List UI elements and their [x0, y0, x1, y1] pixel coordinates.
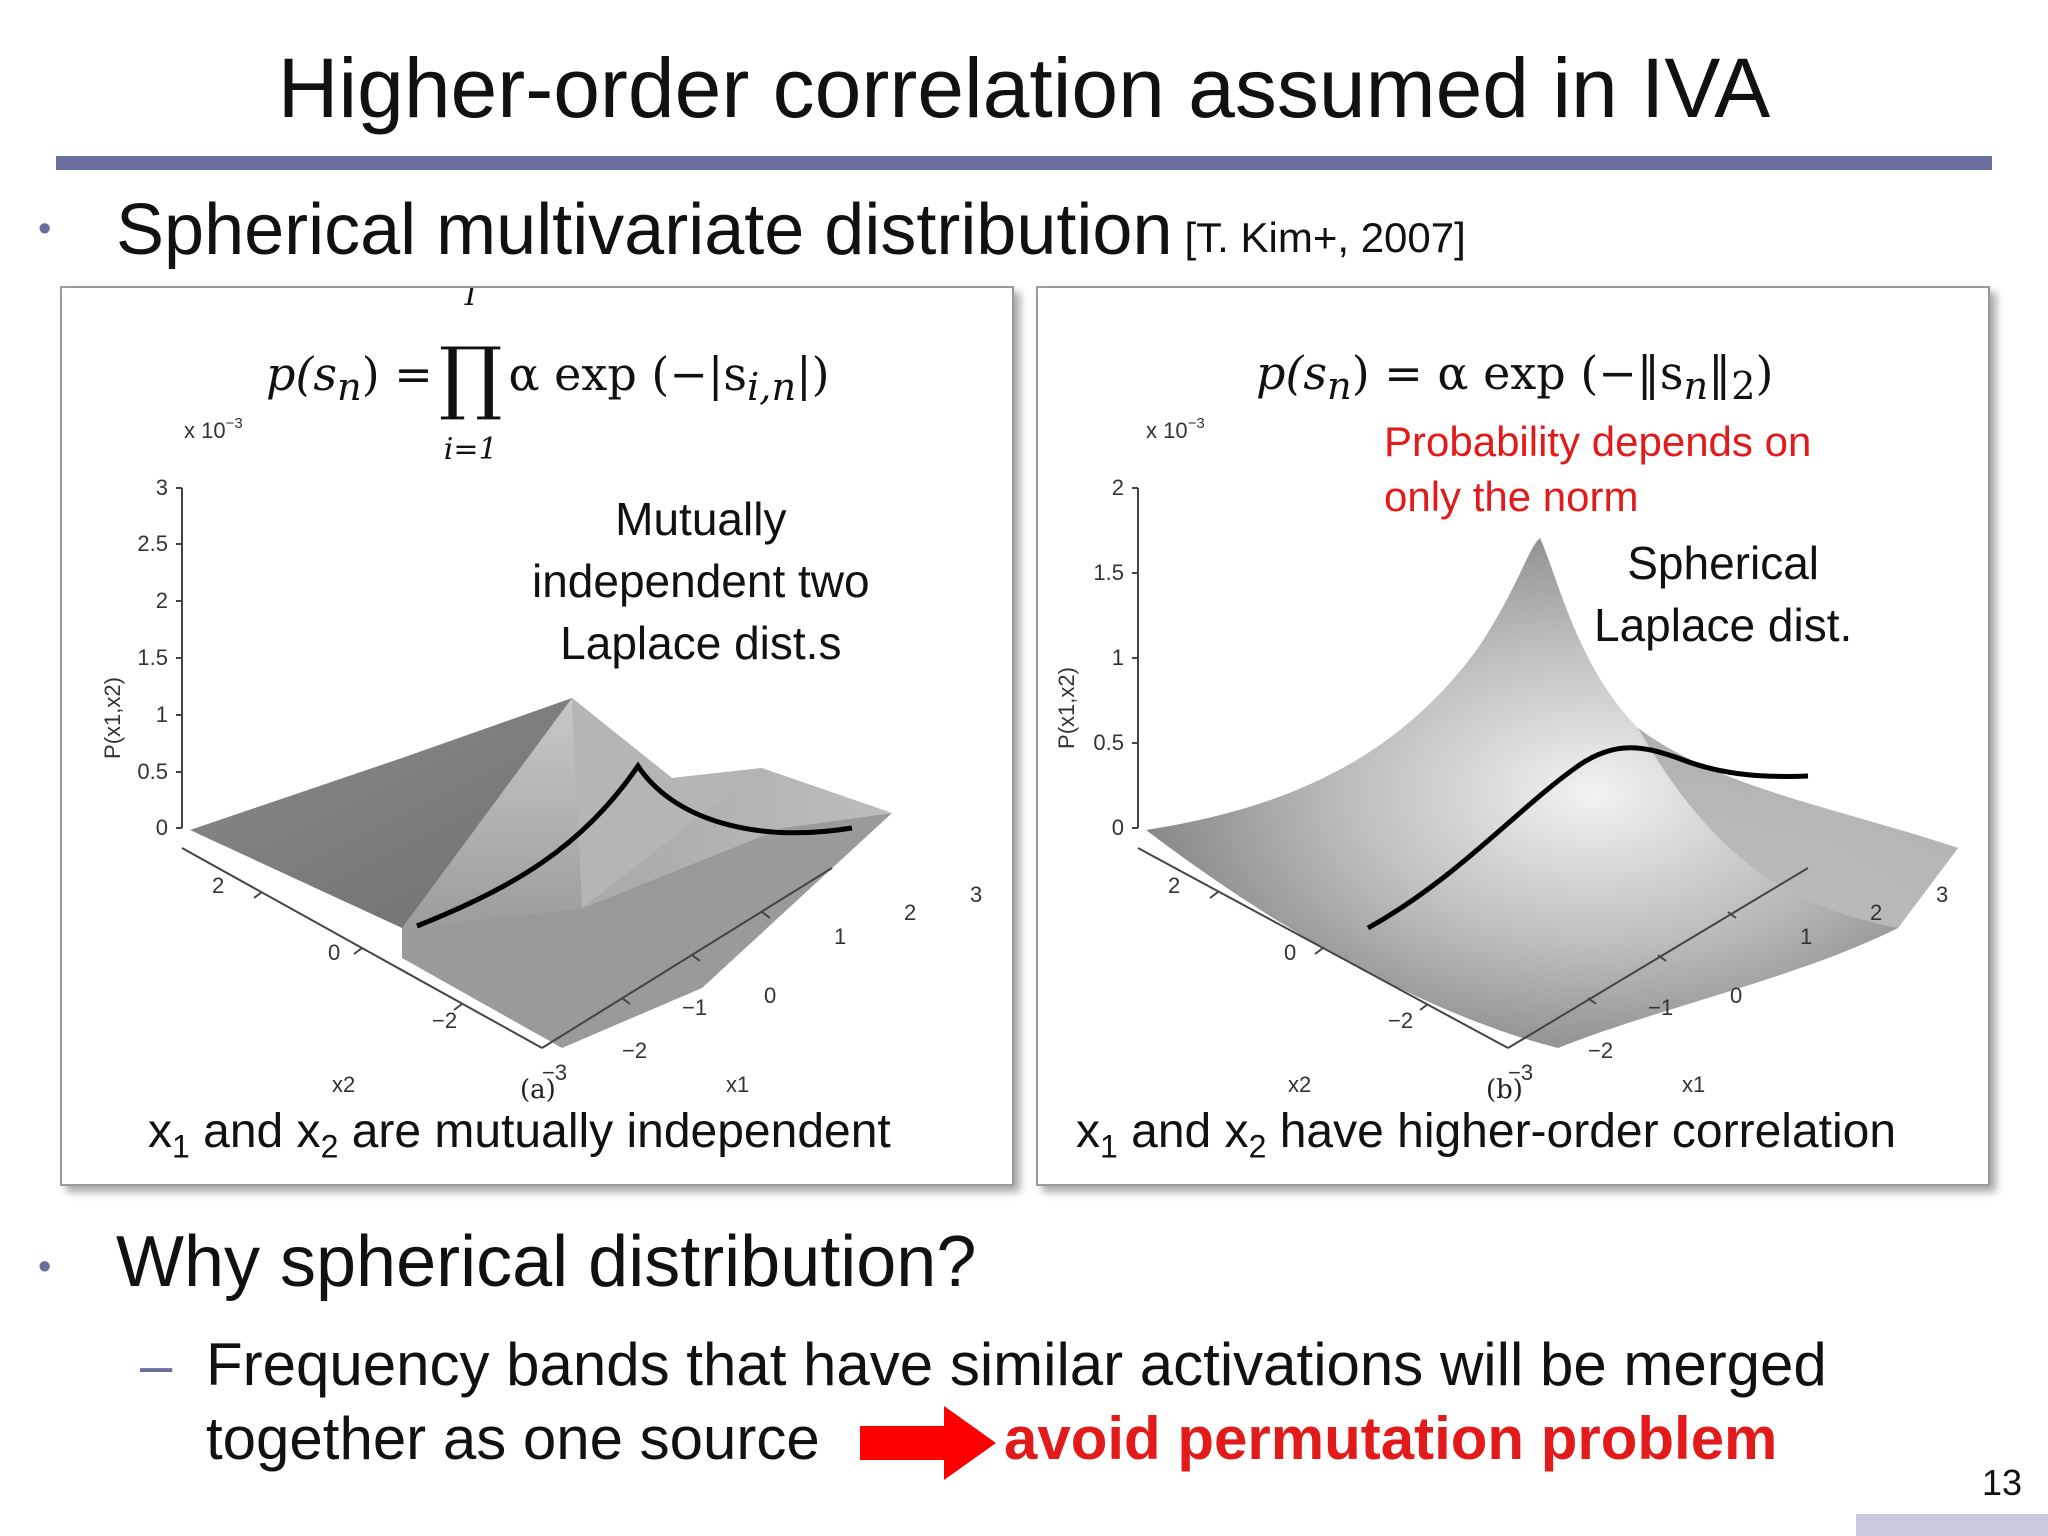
bullet-marker: •: [38, 208, 52, 250]
svg-text:3: 3: [1936, 882, 1948, 907]
base-axes: [1137, 847, 1809, 1049]
z-axis: [176, 487, 183, 829]
base-axes: [181, 847, 833, 1049]
footer-bar: [1856, 1514, 2048, 1536]
svg-text:1.5: 1.5: [1093, 560, 1124, 585]
z-axis-label: P(x1,x2): [1054, 667, 1079, 749]
title-underline: [56, 156, 1992, 170]
bullet-marker: •: [38, 1246, 52, 1288]
z-axis-label: P(x1,x2): [100, 677, 125, 759]
svg-text:3: 3: [156, 475, 168, 500]
x1-tick-labels: −3 −2 −1 0 1 2 3: [542, 882, 982, 1085]
spherical-laplace-plot: x 10−3 2 1.5 1 0.5 0 P(x1,x2) 2 0 −2: [1054, 415, 1958, 1105]
svg-text:1: 1: [834, 924, 846, 949]
x2-axis-label: x2: [332, 1072, 355, 1097]
svg-text:0: 0: [328, 940, 340, 965]
bullet-2: Why spherical distribution?: [116, 1222, 977, 1302]
svg-text:0: 0: [1112, 815, 1124, 840]
sub-bullet-marker: –: [140, 1333, 173, 1398]
caption-b: x1 and x2 have higher-order correlation: [1076, 1105, 1897, 1165]
svg-text:1.5: 1.5: [137, 645, 168, 670]
emphasis-text: avoid permutation problem: [1004, 1405, 1778, 1472]
bullet-1-text: Spherical multivariate distribution: [116, 190, 1173, 270]
surface-right-facet: [572, 698, 892, 908]
svg-text:−3: −3: [542, 1060, 567, 1085]
svg-text:2: 2: [904, 900, 916, 925]
svg-text:0.5: 0.5: [137, 759, 168, 784]
svg-text:−1: −1: [1648, 995, 1673, 1020]
norm-note: Probability depends on only the norm: [1384, 418, 1812, 520]
x2-tick-labels: 2 0 −2: [1168, 873, 1413, 1033]
figure-letter: (b): [1486, 1075, 1523, 1105]
surface: [1146, 538, 1958, 1048]
svg-text:2: 2: [156, 588, 168, 613]
figure-letter: (a): [520, 1075, 556, 1105]
page-number: 13: [1981, 1462, 2022, 1503]
svg-text:0.5: 0.5: [1093, 730, 1124, 755]
svg-text:1: 1: [156, 702, 168, 727]
surface-peak-facet: [402, 698, 582, 928]
joint-density-curve: [416, 761, 853, 929]
svg-text:0: 0: [1730, 983, 1742, 1008]
svg-text:0: 0: [156, 815, 168, 840]
surface-side: [1638, 728, 1958, 928]
z-axis: [1132, 487, 1139, 829]
svg-text:−2: −2: [1388, 1008, 1413, 1033]
scale-label: x 10−3: [184, 415, 243, 443]
svg-text:2: 2: [1112, 475, 1124, 500]
svg-text:0: 0: [764, 983, 776, 1008]
laplace-independent-plot: x 10−3 3 2.5 2 1.5 1 0.5 0 P(x1,x2): [100, 415, 982, 1105]
svg-text:2: 2: [1168, 873, 1180, 898]
x2-axis-label: x2: [1288, 1072, 1311, 1097]
figure-panel-a: x 10−3 3 2.5 2 1.5 1 0.5 0 P(x1,x2): [60, 286, 1014, 1186]
formula-spherical: p(sn) = α exp (−‖sn‖2): [1256, 346, 1774, 410]
svg-text:1: 1: [1112, 645, 1124, 670]
z-tick-labels: 3 2.5 2 1.5 1 0.5 0: [137, 475, 168, 840]
svg-text:2.5: 2.5: [137, 531, 168, 556]
slide-title: Higher-order correlation assumed in IVA: [277, 41, 1771, 135]
svg-text:−2: −2: [1588, 1038, 1613, 1063]
x1-axis-label: x1: [1682, 1072, 1705, 1097]
surface-peak-side: [572, 698, 762, 908]
x1-tick-labels: −3 −2 −1 0 1 2 3: [1508, 882, 1948, 1085]
z-tick-labels: 2 1.5 1 0.5 0: [1093, 475, 1124, 840]
svg-text:1: 1: [1800, 924, 1812, 949]
spherical-note: Spherical Laplace dist.: [1594, 537, 1853, 651]
svg-text:2: 2: [212, 873, 224, 898]
x2-tick-labels: 2 0 −2: [212, 873, 457, 1033]
svg-text:−2: −2: [432, 1008, 457, 1033]
svg-text:2: 2: [1870, 900, 1882, 925]
x1-axis-label: x1: [726, 1072, 749, 1097]
bullet-1: Spherical multivariate distribution [T. K…: [116, 190, 1466, 278]
svg-text:−3: −3: [1508, 1060, 1533, 1085]
right-arrow-icon: [860, 1406, 996, 1485]
svg-text:0: 0: [1284, 940, 1296, 965]
sub-bullet-line-1: Frequency bands that have similar activa…: [206, 1331, 1827, 1398]
sub-bullet-line-2: together as one source: [206, 1405, 820, 1472]
scale-label: x 10−3: [1146, 415, 1205, 443]
independent-note: Mutually independent two Laplace dist.s: [532, 493, 870, 669]
svg-text:3: 3: [970, 882, 982, 907]
joint-density-curve: [1366, 745, 1809, 931]
svg-text:−2: −2: [622, 1038, 647, 1063]
surface-front-facet: [402, 813, 892, 1048]
citation: [T. Kim+, 2007]: [1184, 214, 1466, 261]
figure-panel-b: x 10−3 2 1.5 1 0.5 0 P(x1,x2) 2 0 −2: [1036, 286, 1990, 1186]
caption-a: x1 and x2 are mutually independent: [148, 1105, 891, 1165]
svg-text:−1: −1: [682, 995, 707, 1020]
